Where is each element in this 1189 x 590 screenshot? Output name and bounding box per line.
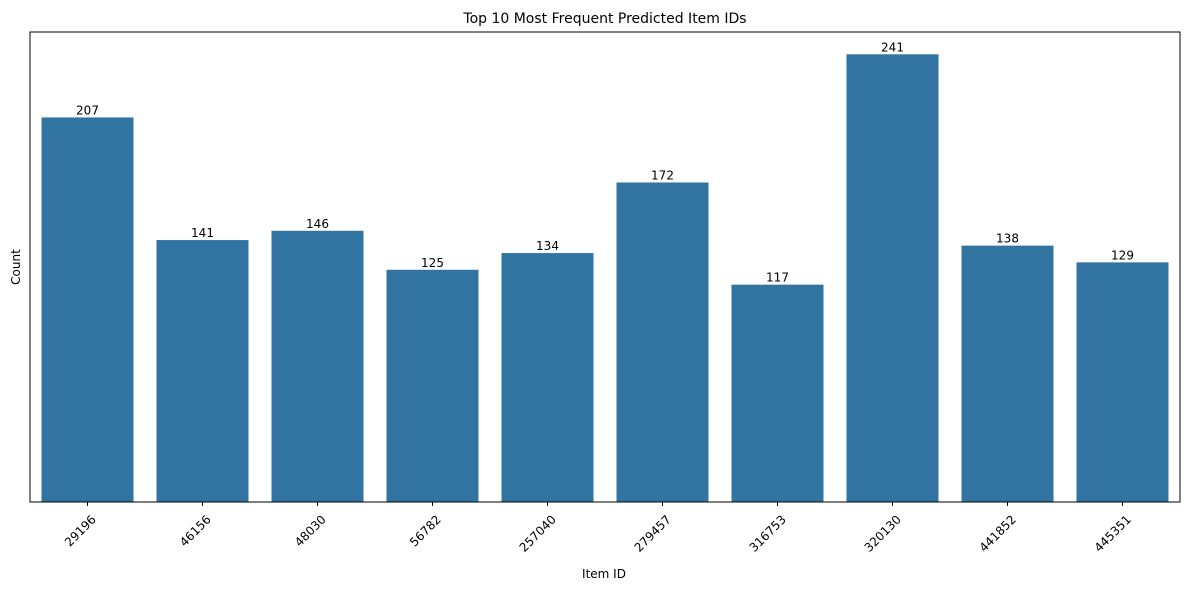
data-label-257040: 134	[536, 239, 559, 253]
data-label-316753: 117	[766, 271, 789, 285]
bar-56782	[386, 269, 479, 502]
data-label-279457: 172	[651, 168, 674, 182]
bar-48030	[271, 230, 364, 502]
data-label-445351: 129	[1111, 248, 1134, 262]
x-axis-label: Item ID	[582, 567, 626, 581]
bar-279457	[616, 182, 709, 502]
bar-46156	[156, 240, 249, 503]
bar-316753	[731, 284, 824, 502]
data-label-29196: 207	[76, 103, 99, 117]
data-label-46156: 141	[191, 226, 214, 240]
bars-layer	[41, 54, 1169, 503]
bar-445351	[1076, 262, 1169, 502]
chart-title: Top 10 Most Frequent Predicted Item IDs	[462, 11, 746, 27]
plot-frame	[29, 31, 1181, 503]
data-label-441852: 138	[996, 232, 1019, 246]
y-axis-label: Count	[9, 249, 23, 285]
bar-29196	[41, 117, 134, 503]
data-label-320130: 241	[881, 40, 904, 54]
data-label-56782: 125	[421, 256, 444, 270]
bar-320130	[846, 54, 939, 503]
data-label-48030: 146	[306, 217, 329, 231]
bar-257040	[501, 253, 594, 502]
data-labels-layer: 207 141 146 125 134 172 117 241 138 129	[76, 40, 1134, 284]
bar-441852	[961, 245, 1054, 503]
